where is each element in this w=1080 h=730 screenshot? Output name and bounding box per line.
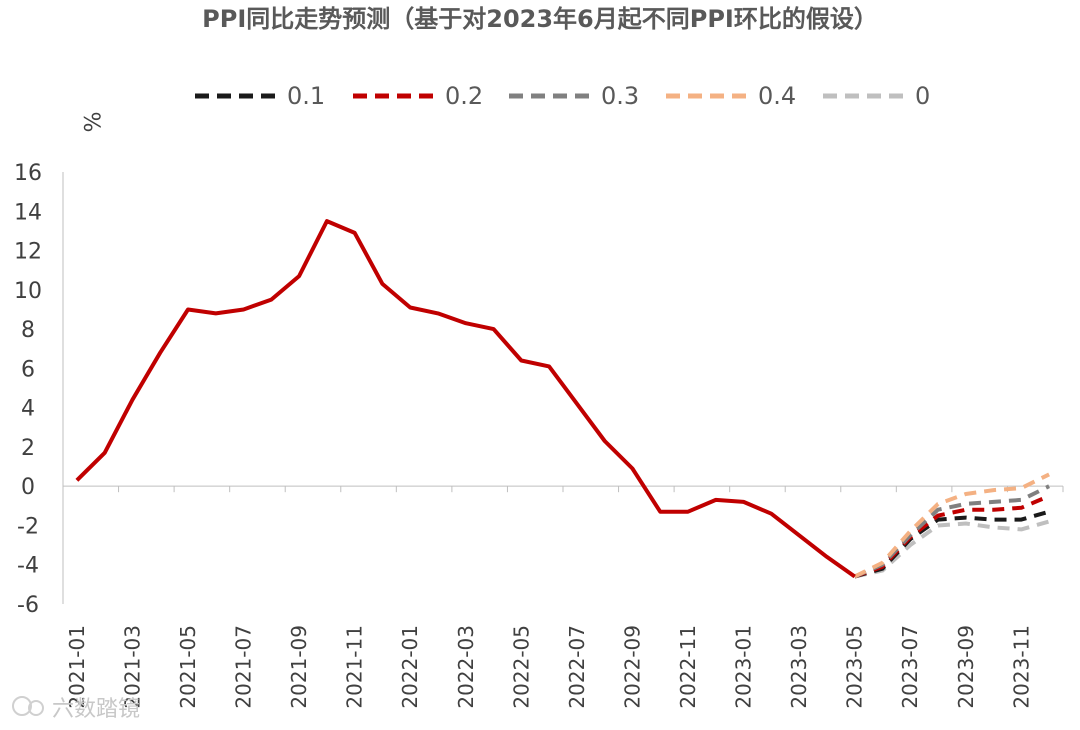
x-axis: 2021-01 2021-03 2021-05 2021-07 2021-09 2021-…: [62, 485, 1064, 709]
x-tick-label: 2022-11: [676, 625, 700, 709]
x-tick-label: 2021-11: [343, 625, 367, 709]
actual-ppi-line: [75, 219, 856, 579]
watermark: 六数踏镜: [12, 696, 140, 722]
y-tick-label: 8: [21, 318, 35, 343]
x-tick-label: 2021-03: [120, 625, 144, 709]
x-tick-label: 2023-03: [787, 625, 811, 709]
y-tick-label: 10: [14, 279, 42, 304]
x-tick-label: 2023-07: [898, 625, 922, 709]
watermark-text: 六数踏镜: [52, 697, 140, 722]
y-tick-label: 4: [21, 397, 35, 422]
y-tick-label: 2: [21, 436, 35, 461]
x-tick-label: 2022-03: [454, 625, 478, 709]
y-tick-label: -6: [17, 593, 39, 618]
y-axis-unit: %: [78, 112, 103, 133]
legend: 0.1 0.2 0.3 0.4 0: [195, 82, 930, 110]
x-tick-label: 2021-09: [287, 625, 311, 709]
x-tick-label: 2022-01: [398, 625, 422, 709]
y-axis: -6 -4 -2 0 2 4 6 8 10 12 14 16: [14, 161, 64, 618]
x-tick-label: 2023-01: [732, 625, 756, 709]
legend-label: 0.2: [445, 82, 483, 110]
forecast-line-0-1: [854, 509, 1050, 579]
y-tick-label: -2: [17, 514, 39, 539]
legend-label: 0: [915, 82, 930, 110]
legend-label: 0.3: [601, 82, 639, 110]
y-tick-label: 0: [21, 475, 35, 500]
y-tick-label: 14: [14, 200, 42, 225]
forecast-line-0-2: [854, 494, 1050, 579]
x-tick-label: 2023-05: [843, 625, 867, 709]
chart-title: PPI同比走势预测（基于对2023年6月起不同PPI环比的假设）: [202, 5, 878, 33]
x-tick-label: 2021-01: [65, 625, 89, 709]
x-tick-label: 2023-09: [954, 625, 978, 709]
y-tick-label: 16: [14, 161, 42, 186]
y-tick-label: 6: [21, 357, 35, 382]
y-tick-label: 12: [14, 240, 42, 265]
x-tick-label: 2022-07: [565, 625, 589, 709]
forecast-line-0-4: [853, 472, 1050, 579]
x-tick-label: 2021-07: [232, 625, 256, 709]
legend-label: 0.4: [758, 82, 796, 110]
forecast-line-0-3: [853, 484, 1050, 579]
watermark-logo-icon-2: [28, 700, 44, 716]
x-tick-label: 2023-11: [1009, 625, 1033, 709]
plot-area: [75, 219, 1050, 579]
x-tick-label: 2022-05: [509, 625, 533, 709]
watermark-logo-icon: [12, 696, 32, 716]
y-tick-label: -4: [17, 554, 39, 579]
x-tick-label: 2021-05: [176, 625, 200, 709]
x-tick-label: 2022-09: [620, 625, 644, 709]
legend-label: 0.1: [287, 82, 325, 110]
